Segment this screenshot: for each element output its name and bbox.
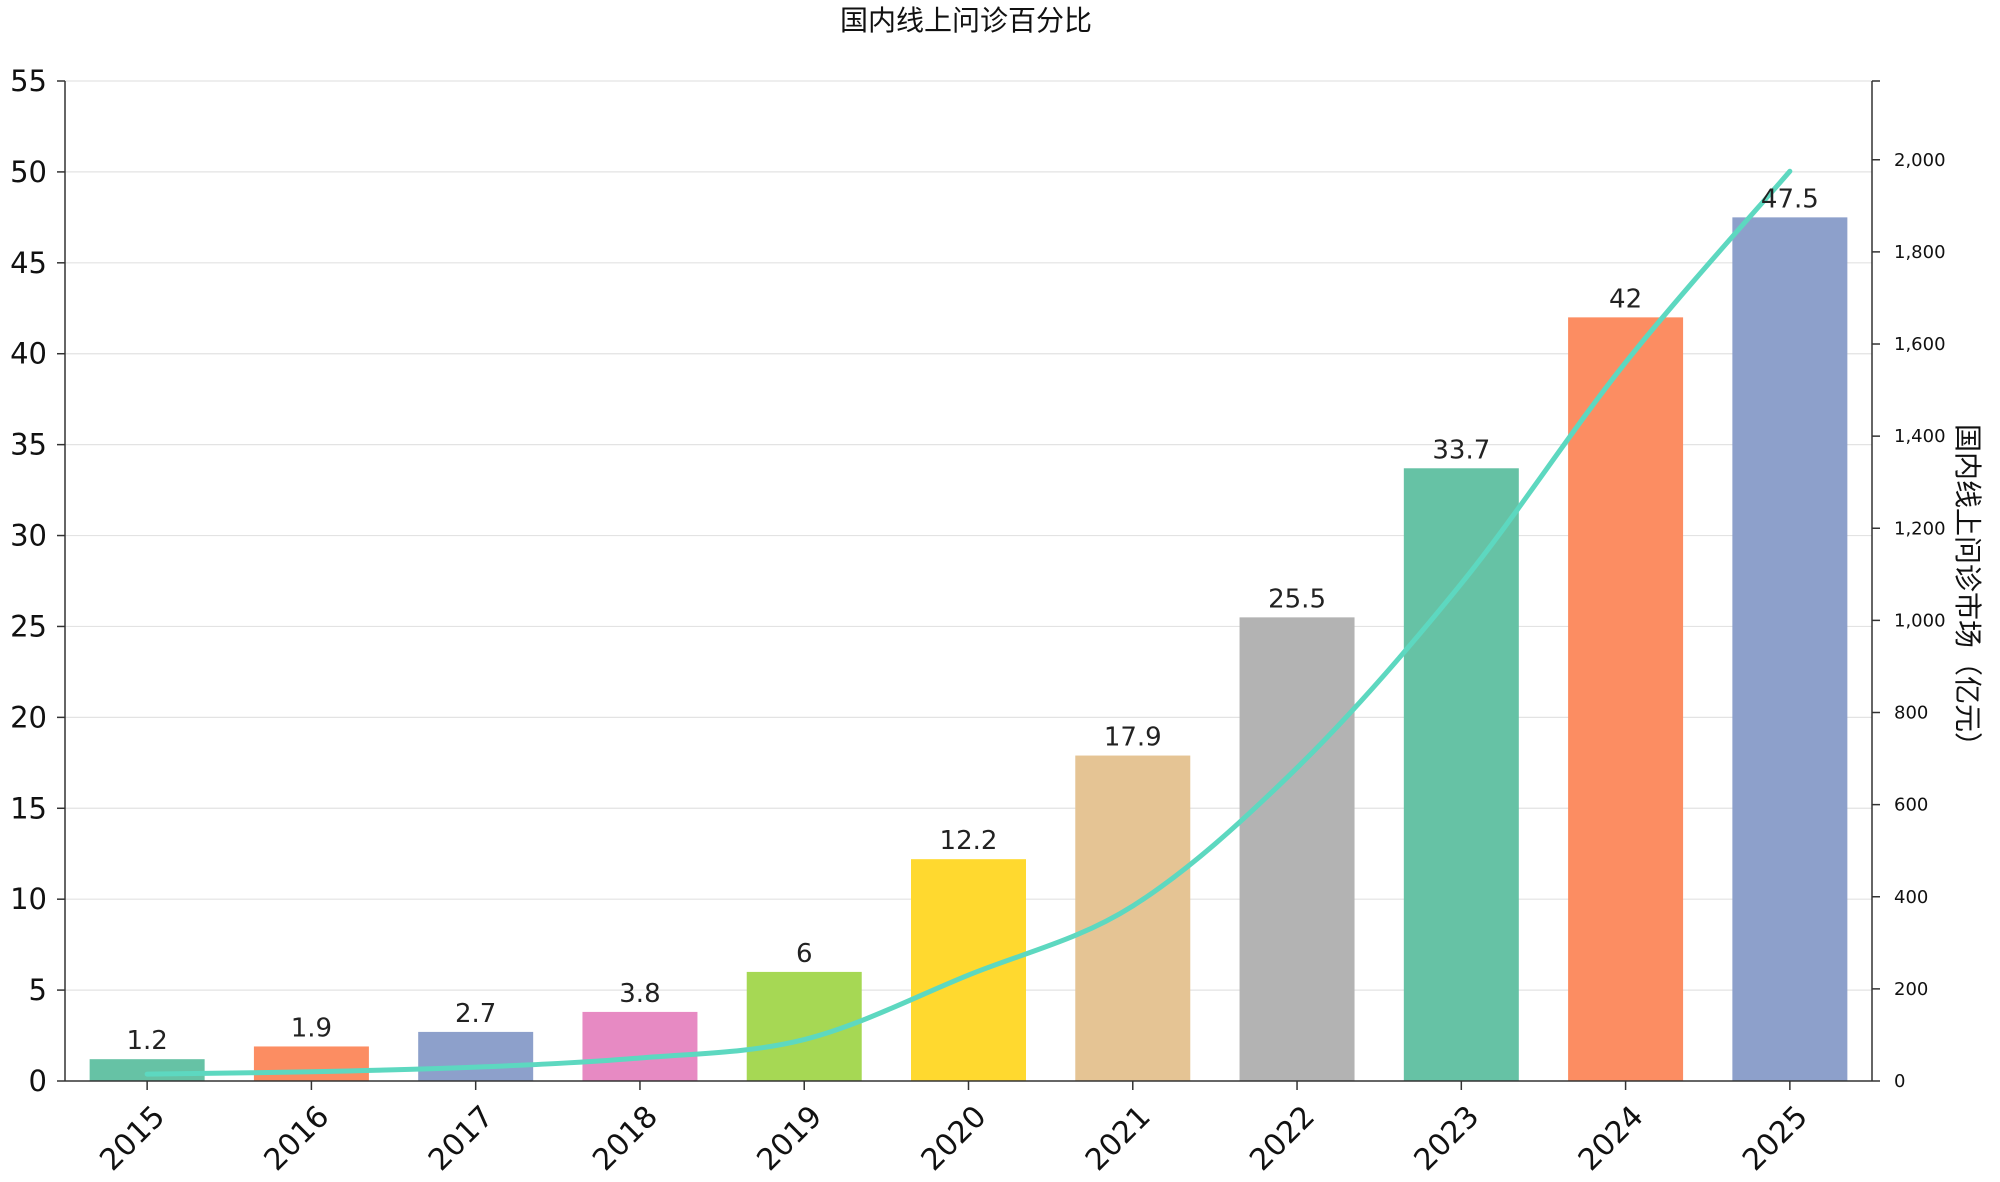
- left-tick-label: 55: [10, 64, 47, 98]
- right-tick-label: 1,600: [1894, 334, 1946, 355]
- left-tick-label: 20: [10, 700, 47, 734]
- left-tick-label: 30: [10, 519, 47, 553]
- bar-label-2019: 6: [796, 939, 813, 969]
- data-labels: 1.2 1.9 2.7 3.8 6 12.2 17.9 25.5 33.7 42 47.5: [126, 184, 1818, 1056]
- x-tick-label-2022: 2022: [1243, 1099, 1322, 1178]
- left-tick-label: 5: [29, 973, 47, 1007]
- bar-label-2023: 33.7: [1432, 435, 1490, 465]
- left-tick-label: 35: [10, 428, 47, 462]
- bar-label-2017: 2.7: [455, 999, 496, 1029]
- x-tick-label-2021: 2021: [1079, 1099, 1158, 1178]
- bar-label-2022: 25.5: [1268, 584, 1326, 614]
- bar-label-2020: 12.2: [940, 826, 998, 856]
- left-tick-label: 10: [10, 882, 47, 916]
- chart-title: 国内线上问诊百分比: [840, 4, 1092, 37]
- left-tick-label: 40: [10, 337, 47, 371]
- left-tick-label: 45: [10, 246, 47, 280]
- right-axis-title: 国内线上问诊市场（亿元）: [1951, 424, 1984, 760]
- bar-label-2025: 47.5: [1761, 184, 1819, 214]
- bar-2024: [1568, 317, 1684, 1081]
- bar-2025: [1732, 217, 1848, 1081]
- x-tick-label-2015: 2015: [93, 1099, 172, 1178]
- right-tick-label: 1,000: [1894, 610, 1946, 631]
- left-tick-label: 0: [29, 1064, 47, 1098]
- right-tick-label: 800: [1894, 703, 1928, 724]
- right-tick-label: 1,400: [1894, 426, 1946, 447]
- right-tick-label: 200: [1894, 979, 1928, 1000]
- bar-label-2018: 3.8: [619, 979, 660, 1009]
- right-tick-label: 0: [1894, 1071, 1905, 1092]
- bar-2018: [582, 1011, 698, 1081]
- x-tick-label-2023: 2023: [1408, 1099, 1487, 1178]
- bar-label-2024: 42: [1609, 284, 1642, 314]
- bar-2021: [1075, 755, 1191, 1081]
- x-tick-label-2020: 2020: [915, 1099, 994, 1178]
- x-tick-label-2016: 2016: [258, 1099, 337, 1178]
- bar-2016: [253, 1046, 369, 1081]
- left-tick-label: 50: [10, 155, 47, 189]
- right-tick-label: 600: [1894, 795, 1928, 816]
- right-tick-label: 1,800: [1894, 242, 1946, 263]
- bar-label-2021: 17.9: [1104, 723, 1162, 753]
- left-tick-label: 25: [10, 609, 47, 643]
- right-tick-label: 2,000: [1894, 150, 1946, 171]
- bar-label-2016: 1.9: [291, 1013, 332, 1043]
- line-series: [144, 168, 1793, 1077]
- bar-label-2015: 1.2: [126, 1026, 167, 1056]
- x-tick-label-2019: 2019: [750, 1099, 829, 1178]
- bar-2020: [911, 859, 1026, 1081]
- bar-series: [89, 217, 1848, 1082]
- x-tick-label-2025: 2025: [1736, 1099, 1815, 1178]
- x-tick-label-2024: 2024: [1572, 1099, 1651, 1178]
- bar-2015: [89, 1059, 205, 1081]
- gridlines: [65, 80, 1872, 991]
- bar-2022: [1239, 617, 1355, 1081]
- x-tick-label-2017: 2017: [422, 1099, 501, 1178]
- right-tick-label: 400: [1894, 887, 1928, 908]
- left-tick-label: 15: [10, 791, 47, 825]
- market-size-line: [144, 168, 1793, 1077]
- x-tick-label-2018: 2018: [586, 1099, 665, 1178]
- bar-2017: [418, 1031, 534, 1081]
- right-tick-label: 1,200: [1894, 518, 1946, 539]
- bar-2023: [1403, 468, 1519, 1082]
